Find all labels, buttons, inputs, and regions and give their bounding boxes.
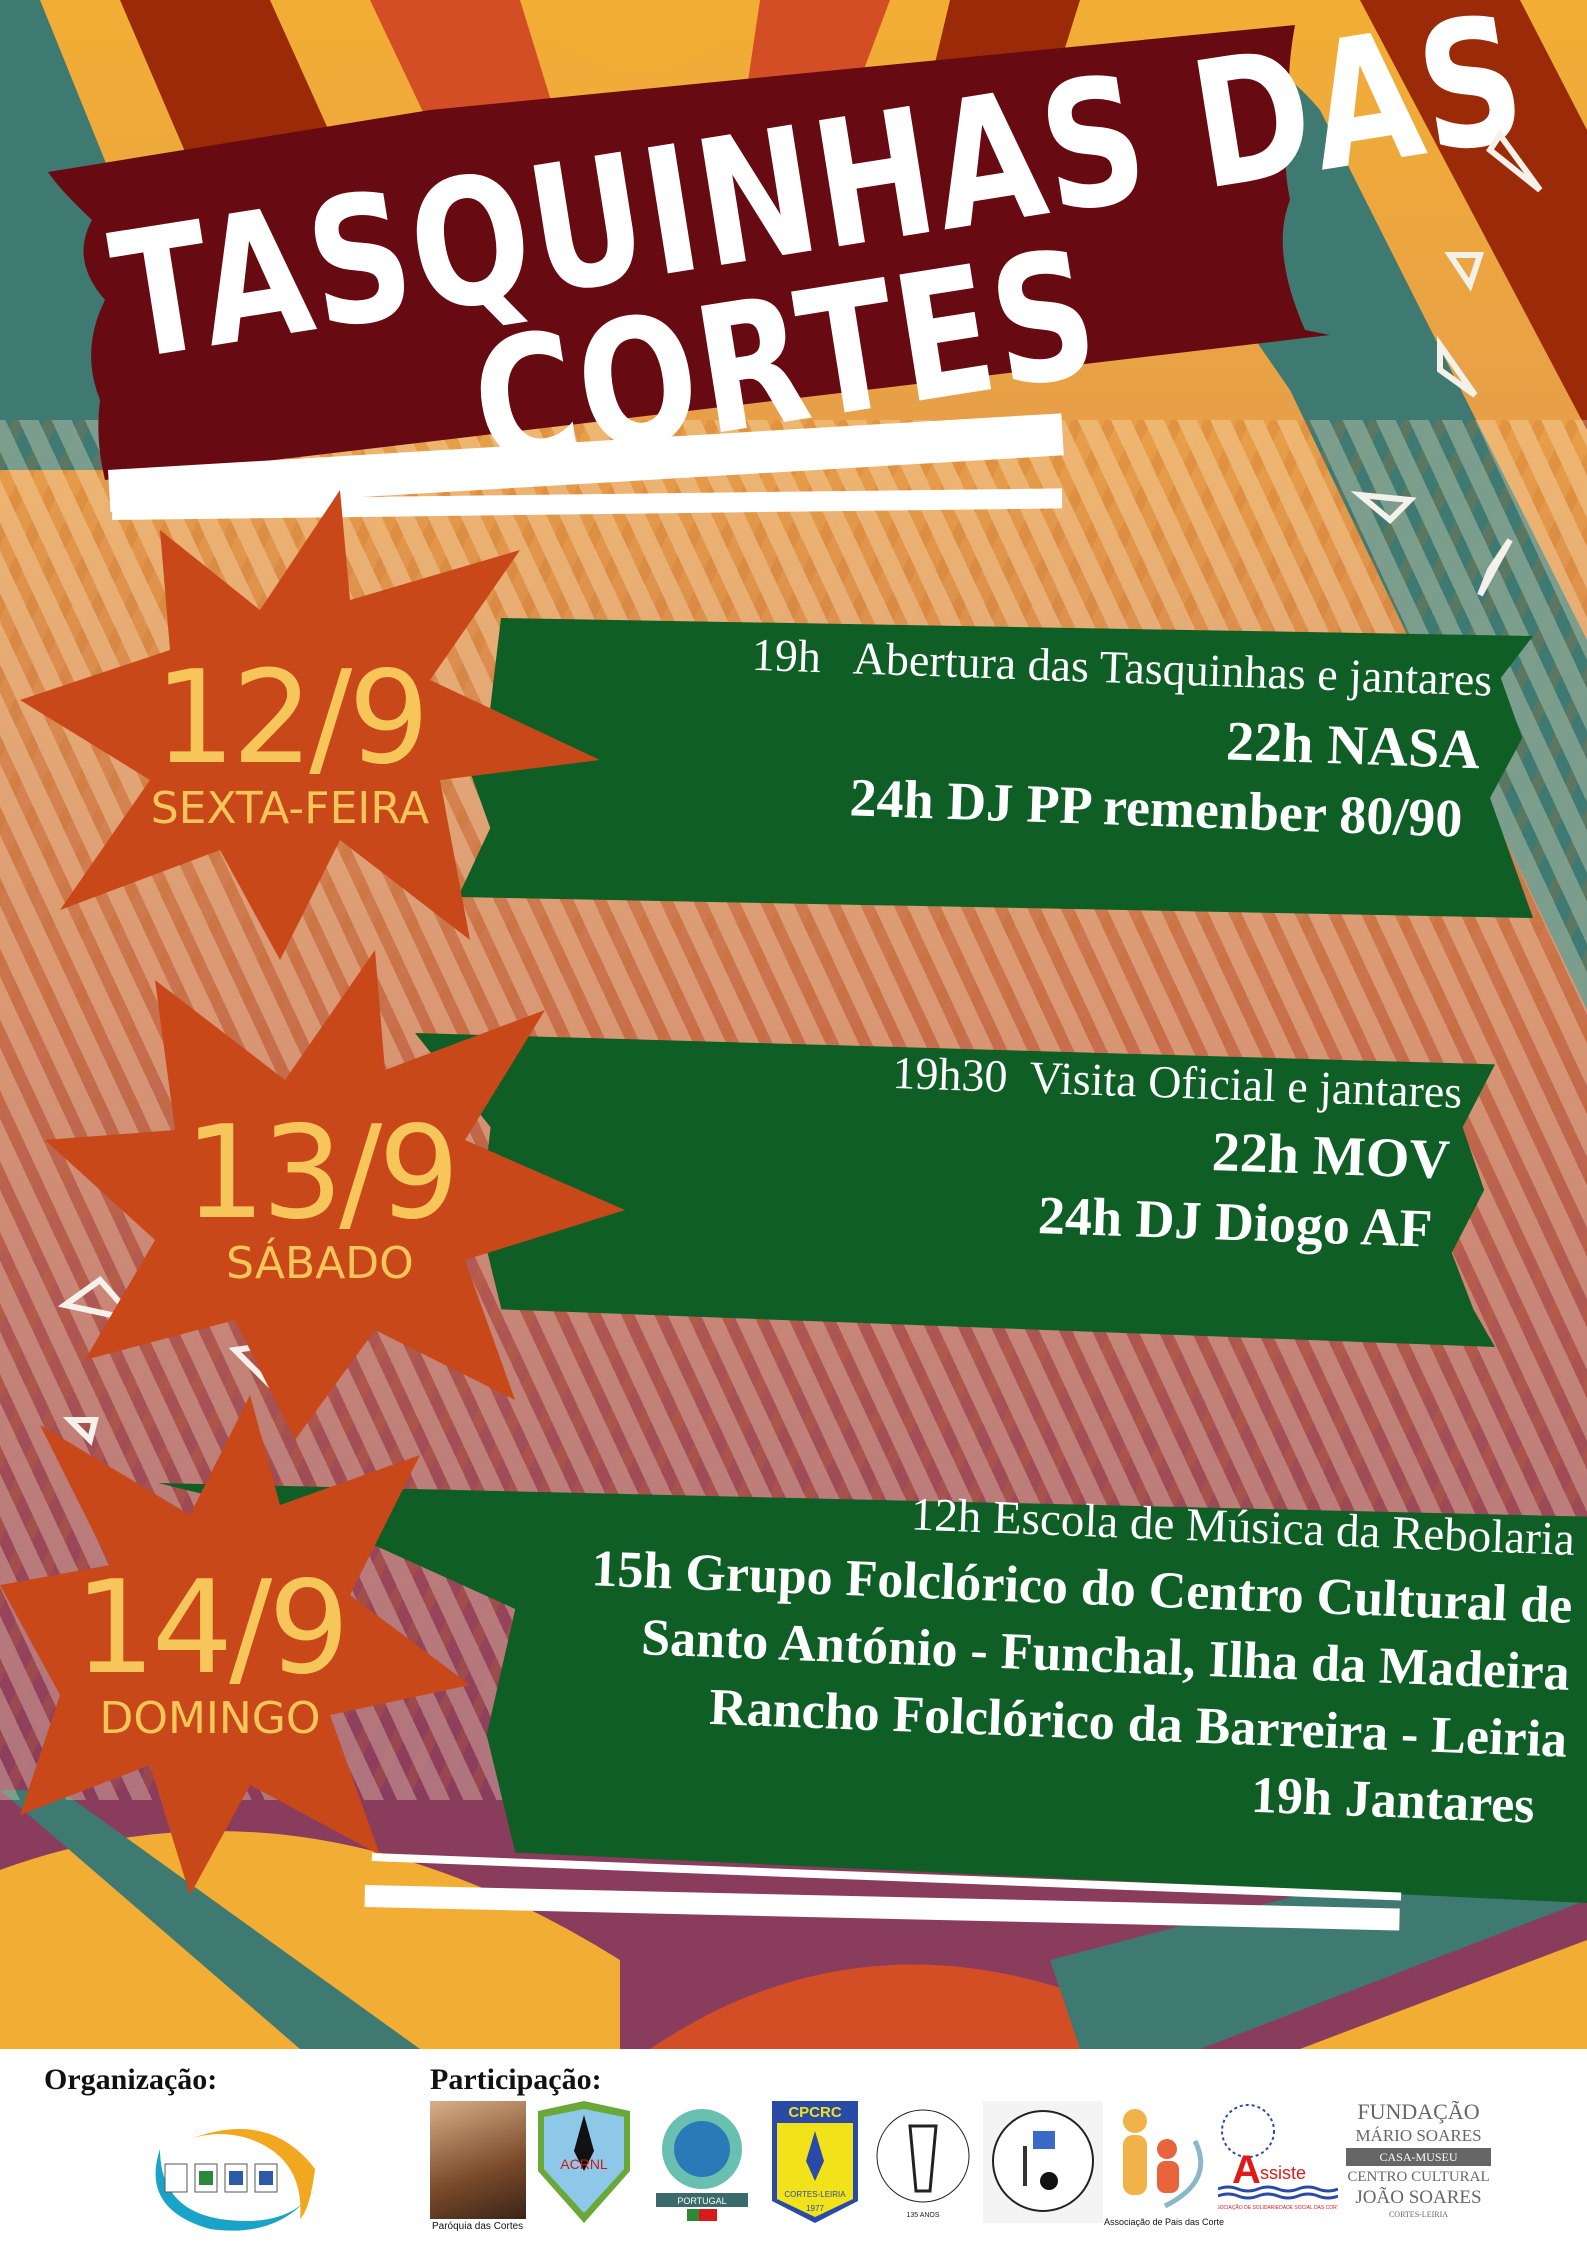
day1-date-block: 12/9 SEXTA-FEIRA <box>130 655 450 831</box>
svg-text:PORTUGAL: PORTUGAL <box>677 2196 726 2206</box>
fundacao-line-4: CENTRO CULTURAL <box>1347 2169 1490 2185</box>
day2-events: 19h30 Visita Oficial e jantares 22h MOV … <box>557 1034 1463 1260</box>
logo-filarmonica: 135 ANOS <box>876 2109 970 2219</box>
day3-date: 14/9 <box>74 1554 349 1703</box>
day2-date-block: 13/9 SÁBADO <box>160 1110 480 1286</box>
day3-date-block: 14/9 DOMINGO <box>50 1565 370 1741</box>
svg-text:ssiste: ssiste <box>1260 2163 1306 2183</box>
logo-associacao-escola <box>983 2101 1103 2223</box>
svg-text:ASSOCIAÇÃO DE SOLIDARIEDADE SO: ASSOCIAÇÃO DE SOLIDARIEDADE SOCIAL DAS C… <box>1218 2204 1338 2211</box>
fundacao-line-2: MÁRIO SOARES <box>1355 2126 1482 2145</box>
logo-pais <box>1123 2109 1204 2209</box>
day1-weekday: SEXTA-FEIRA <box>150 783 430 834</box>
fundacao-line-5: JOÃO SOARES <box>1355 2187 1482 2208</box>
caption-paroquia: Paróquia das Cortes <box>432 2221 524 2232</box>
logo-cpcrc: CPCRC CORTES-LEIRIA 1977 <box>772 2101 858 2223</box>
logo-assiste: A ssiste ASSOCIAÇÃO DE SOLIDARIEDADE SOC… <box>1218 2104 1338 2211</box>
svg-text:ACRNL: ACRNL <box>560 2156 608 2172</box>
organizacao-logo <box>155 2129 315 2231</box>
day2-star <box>45 950 625 1440</box>
svg-text:135 ANOS: 135 ANOS <box>906 2212 939 2219</box>
logo-acrnl: ACRNL <box>538 2101 630 2223</box>
day3-weekday: DOMINGO <box>99 1693 321 1744</box>
logo-vespas: PORTUGAL <box>642 2101 762 2223</box>
svg-text:1977: 1977 <box>806 2204 824 2213</box>
svg-text:A: A <box>1232 2148 1261 2192</box>
fundacao-line-1: FUNDAÇÃO <box>1357 2101 1480 2124</box>
day1-star <box>20 490 600 960</box>
logo-paroquia <box>430 2101 526 2219</box>
decorative-triangles <box>57 129 1543 1446</box>
day2-date: 13/9 <box>184 1099 459 1248</box>
fundacao-line-6: CORTES-LEIRIA <box>1388 2210 1449 2219</box>
organizacao-label: Organização: <box>44 2063 218 2096</box>
fundacao-line-3: CASA-MUSEU <box>1346 2148 1491 2166</box>
day1-date: 12/9 <box>154 644 429 793</box>
svg-text:CORTES-LEIRIA: CORTES-LEIRIA <box>784 2190 846 2199</box>
svg-text:CPCRC: CPCRC <box>788 2104 842 2121</box>
day1-banner <box>458 618 1533 918</box>
day2-weekday: SÁBADO <box>226 1238 414 1289</box>
day1-events: 19h Abertura das Tasquinhas e jantares 2… <box>477 618 1493 850</box>
day3-events: 12h Escola de Música da Rebolaria 15h Gr… <box>374 1467 1576 1836</box>
day2-banner <box>415 1033 1495 1347</box>
caption-pais: Associação de Pais das Corte <box>1104 2217 1225 2227</box>
title-banner <box>48 25 1330 480</box>
poster: TASQUINHAS DAS CORTES 12/9 SEXTA-FEIRA 1… <box>0 0 1587 2049</box>
day3-star <box>0 1395 470 1895</box>
participacao-label: Participação: <box>430 2063 602 2096</box>
footer: Organização: Participação: Paróquia das … <box>0 2049 1587 2245</box>
logo-fundacao: FUNDAÇÃO MÁRIO SOARES CASA-MUSEU CENTRO … <box>1346 2101 1491 2226</box>
